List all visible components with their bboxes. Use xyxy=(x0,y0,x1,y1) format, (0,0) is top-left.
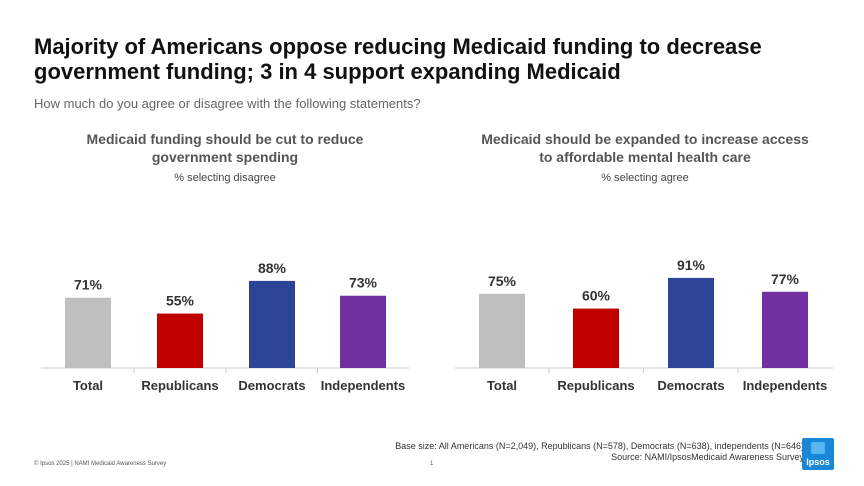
x-tick-label: Independents xyxy=(743,378,828,393)
bar-republicans xyxy=(573,308,619,368)
bar-independents xyxy=(762,291,808,368)
x-tick-label: Republicans xyxy=(557,378,634,393)
x-tick-label: Total xyxy=(73,378,103,393)
bar-independents xyxy=(340,295,386,368)
data-label: 75% xyxy=(488,273,517,289)
chart-panel-cut-funding: Medicaid funding should be cut to reduce… xyxy=(25,130,425,410)
bar-republicans xyxy=(157,313,203,368)
data-label: 77% xyxy=(771,271,800,287)
bar-chart-expand-medicaid: 75% Total 60% Republicans 91% Democrats 77% Ind… xyxy=(455,257,833,393)
bar-democrats xyxy=(668,277,714,368)
base-size-text: Base size: All Americans (N=2,049), Repu… xyxy=(395,441,804,451)
x-tick-label: Democrats xyxy=(238,378,305,393)
page-subtitle: How much do you agree or disagree with t… xyxy=(34,96,421,111)
bar-total xyxy=(479,293,525,368)
base-size-note: Base size: All Americans (N=2,049), Repu… xyxy=(395,441,804,463)
x-tick-label: Democrats xyxy=(657,378,724,393)
chart-title: Medicaid should be expanded to increase … xyxy=(481,131,809,165)
ipsos-logo: Ipsos xyxy=(802,438,834,470)
chart-note: % selecting agree xyxy=(601,172,689,184)
x-tick-label: Total xyxy=(487,378,517,393)
copyright-text: © Ipsos 2025 | NAMI Medicaid Awareness S… xyxy=(34,461,167,467)
chart-title: Medicaid funding should be cut to reduce… xyxy=(86,131,364,165)
x-tick-label: Independents xyxy=(321,378,406,393)
data-label: 73% xyxy=(349,275,378,291)
data-label: 60% xyxy=(582,288,611,304)
x-tick-label: Republicans xyxy=(141,378,218,393)
bar-democrats xyxy=(249,280,295,368)
logo-text: Ipsos xyxy=(806,457,830,467)
bar-chart-cut-funding: 71% Total 55% Republicans 88% Democrats 73% Ind… xyxy=(41,260,409,393)
data-label: 55% xyxy=(166,293,195,309)
source-text: Source: NAMI/IpsosMedicaid Awareness Sur… xyxy=(611,452,804,462)
page-number: 1 xyxy=(430,461,434,467)
data-label: 91% xyxy=(677,257,706,273)
chart-panel-expand-medicaid: Medicaid should be expanded to increase … xyxy=(445,130,845,410)
bar-total xyxy=(65,297,111,368)
data-label: 71% xyxy=(74,277,103,293)
logo-mark-icon xyxy=(811,442,825,454)
data-label: 88% xyxy=(258,260,287,276)
chart-note: % selecting disagree xyxy=(174,172,276,184)
page-title: Majority of Americans oppose reducing Me… xyxy=(34,34,762,84)
